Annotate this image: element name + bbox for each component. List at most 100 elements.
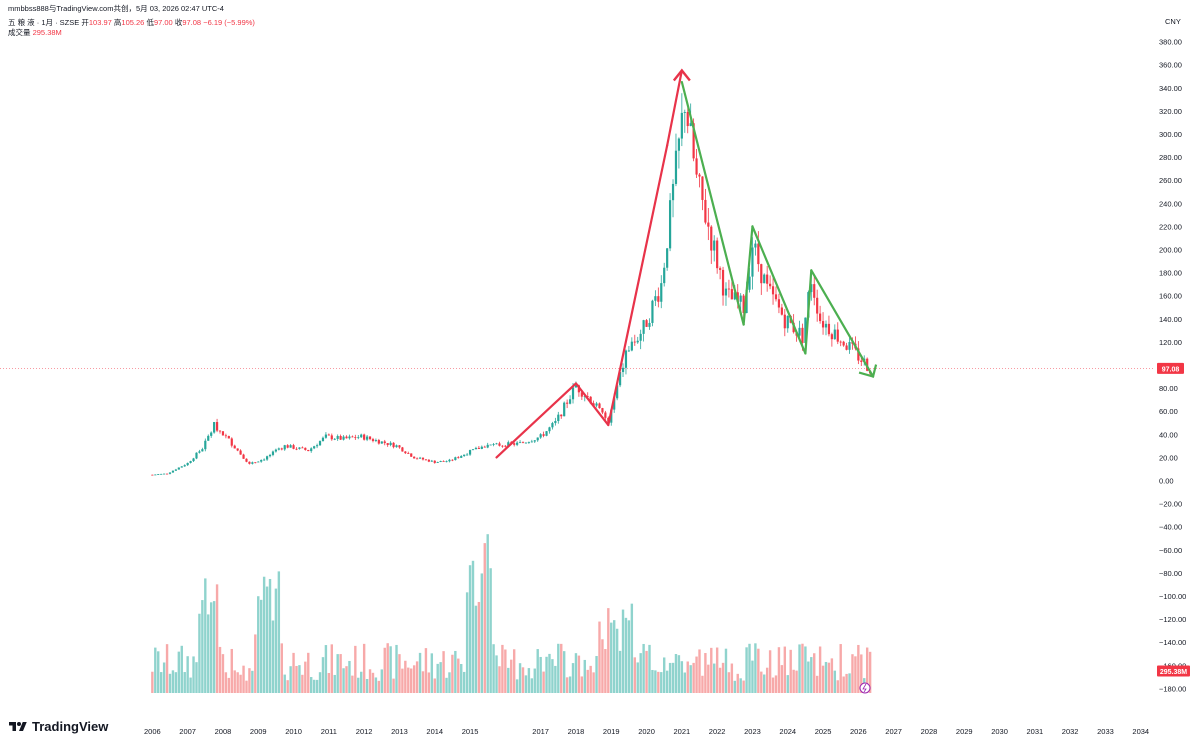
candle-body [486, 444, 489, 448]
candle-body [560, 414, 563, 417]
candle-body [268, 454, 272, 457]
volume-bar [348, 660, 351, 693]
candle-body [639, 333, 642, 341]
close-value: 97.08 [182, 18, 202, 27]
volume-bar [168, 673, 172, 693]
candle-body [383, 441, 386, 444]
volume-bar [651, 669, 654, 693]
volume-bar [418, 652, 422, 693]
volume-bar [783, 646, 787, 693]
candle-body [368, 436, 372, 440]
volume-bar [536, 649, 539, 693]
volume-bar [730, 663, 734, 693]
volume-bar [654, 670, 657, 693]
candle-body [298, 447, 301, 449]
price-tick-label: 120.00 [1159, 338, 1182, 347]
volume-bar [198, 613, 201, 693]
volume-bar [157, 651, 160, 693]
volume-bar [751, 660, 754, 693]
volume-bar [539, 656, 542, 693]
volume-bar [695, 656, 698, 693]
candle-body [457, 457, 460, 459]
volume-bar [410, 668, 413, 693]
candle-body [439, 461, 442, 463]
candle-body [498, 443, 501, 446]
volume-bar [621, 609, 625, 693]
volume-bar [507, 667, 510, 693]
tradingview-logo-icon [9, 721, 27, 731]
down-arrowhead [858, 364, 878, 378]
volume-bar [792, 669, 795, 693]
volume-bar [768, 650, 772, 693]
candle-body [595, 403, 598, 406]
price-tick-label: 20.00 [1159, 453, 1178, 462]
time-tick-label: 2010 [285, 727, 302, 736]
trend-line-green [804, 269, 813, 355]
candle-body [292, 445, 295, 449]
volume-bar [242, 665, 245, 693]
candle-body [363, 434, 366, 440]
volume-bar [518, 663, 522, 693]
candle-body [833, 329, 836, 340]
volume-bar [657, 671, 660, 693]
volume-bar [665, 670, 669, 693]
symbol-label[interactable]: 五 粮 液 · 1月 · SZSE [8, 18, 80, 27]
volume-bar [660, 672, 663, 693]
volume-bar [277, 571, 281, 693]
candle-body [315, 445, 319, 447]
volume-bar [836, 680, 839, 693]
candle-body [804, 317, 807, 343]
time-tick-label: 2034 [1132, 727, 1149, 736]
volume-bar [389, 646, 392, 693]
candle-body [507, 442, 510, 447]
volume-bar [842, 676, 845, 693]
volume-bar [209, 602, 213, 693]
volume-bar [760, 671, 763, 693]
candle-body [542, 434, 545, 436]
time-tick-label: 2013 [391, 727, 408, 736]
volume-bar [342, 668, 345, 693]
volume-bar [333, 674, 336, 693]
volume-bar [627, 620, 631, 693]
volume-bar [345, 666, 348, 693]
candle-body [151, 474, 154, 476]
candle-body [318, 441, 322, 446]
time-tick-label: 2008 [215, 727, 232, 736]
volume-bar [215, 584, 219, 693]
volume-bar [830, 658, 834, 693]
volume-bar [845, 673, 848, 693]
candle-body [204, 440, 207, 450]
candle-body [157, 474, 160, 475]
volume-bar [368, 669, 372, 693]
candle-body [195, 452, 198, 459]
candle-body [471, 449, 475, 451]
candle-body [424, 459, 428, 461]
candle-body [160, 473, 163, 475]
candle-body [260, 460, 263, 462]
volume-bar [571, 663, 575, 693]
price-tick-label: 180.00 [1159, 269, 1182, 278]
candle-body [524, 442, 528, 444]
time-tick-label: 2014 [426, 727, 443, 736]
open-value: 103.97 [88, 18, 112, 27]
volume-bar [771, 677, 775, 693]
candle-body [168, 472, 172, 474]
volume-bar [307, 652, 310, 693]
volume-bar [165, 644, 169, 693]
price-tick-label: 340.00 [1159, 84, 1182, 93]
volume-bar [568, 676, 572, 693]
candle-body [418, 457, 422, 459]
candle-body [824, 323, 828, 328]
candle-body [642, 320, 645, 334]
candle-body [183, 465, 186, 467]
volume-bar [818, 646, 822, 693]
candle-body [695, 158, 698, 175]
candle-body [536, 437, 539, 441]
time-tick-label: 2015 [462, 727, 479, 736]
candle-body [680, 112, 683, 139]
price-tick-label: 0.00 [1159, 477, 1174, 486]
tradingview-logo[interactable]: TradingView [8, 719, 108, 734]
volume-bar [630, 603, 634, 693]
candle-body [557, 414, 560, 422]
